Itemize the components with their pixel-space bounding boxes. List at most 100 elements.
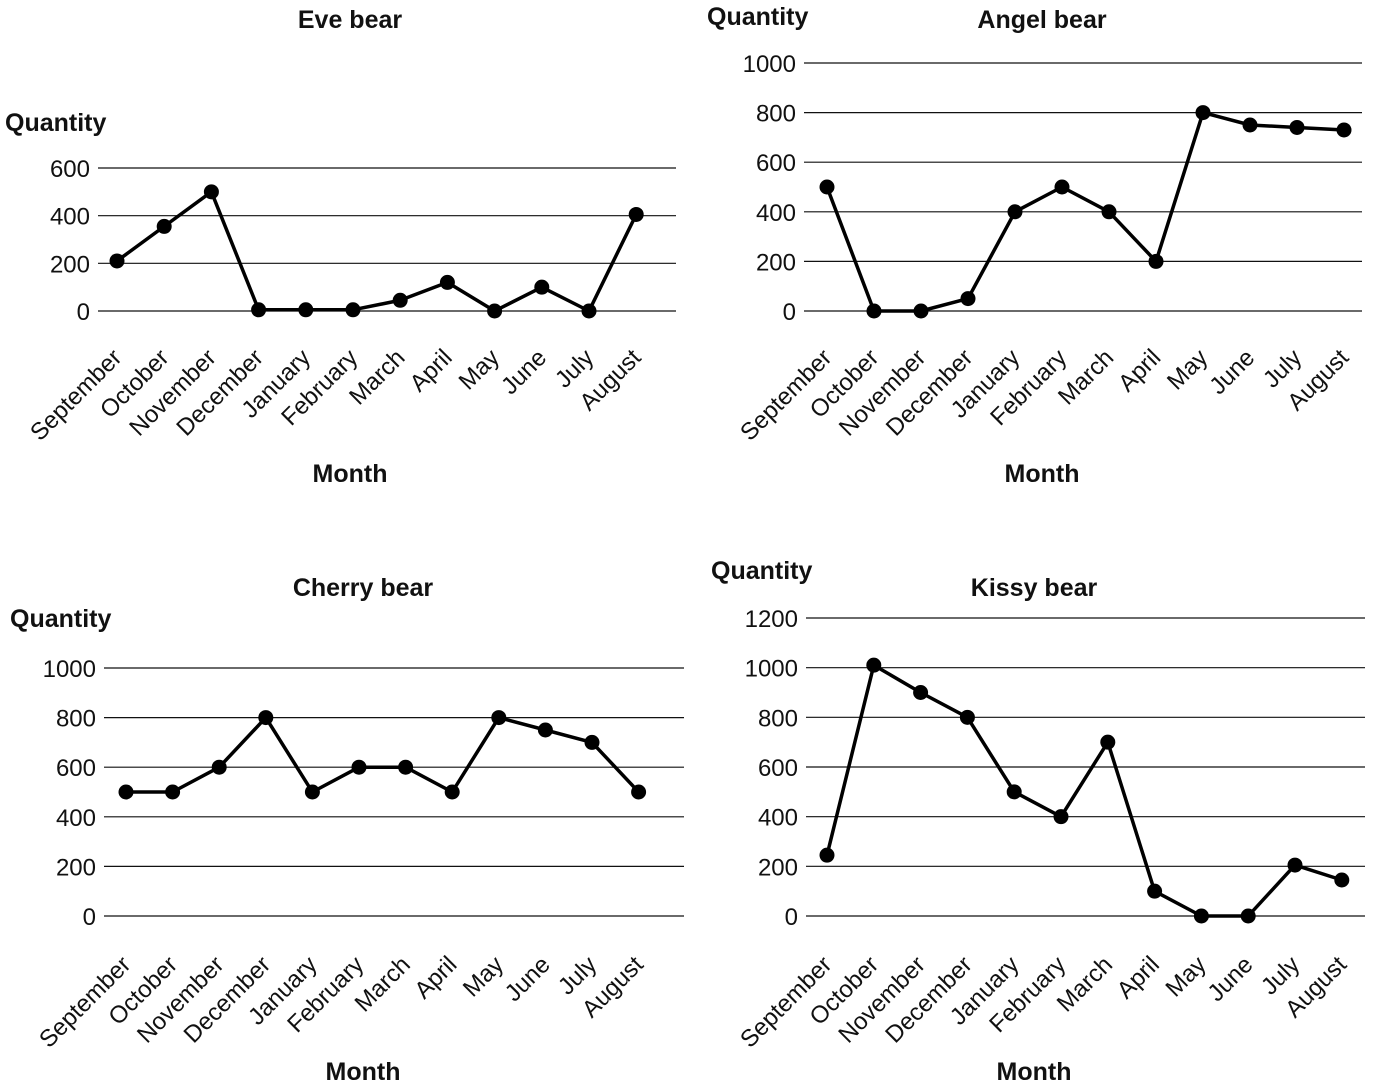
- y-tick-label: 1200: [745, 606, 798, 633]
- chart-1: Eve bearQuantityMonth0200400600September…: [5, 6, 676, 488]
- chart-3: Cherry bear Quantity Month 0 200 400 600 800 100…: [10, 574, 684, 1085]
- data-point: [487, 303, 503, 319]
- y-axis-title: Quantity: [5, 109, 106, 137]
- data-point: [1054, 179, 1070, 195]
- data-point: [165, 784, 181, 800]
- chart-title: Cherry bear: [293, 574, 434, 602]
- y-tick-label: 0: [83, 904, 96, 931]
- y-tick-label: 0: [77, 299, 90, 326]
- x-tick-label: June: [1203, 951, 1259, 1007]
- y-tick-label: 400: [50, 204, 90, 231]
- y-tick-label: 600: [56, 755, 96, 782]
- y-tick-label: 1000: [743, 51, 796, 78]
- data-point: [298, 302, 314, 318]
- chart-4: Kissy bear Quantity Month 0 200 400 600 800 1000…: [711, 557, 1365, 1085]
- data-point: [537, 722, 553, 738]
- x-axis-title: Month: [1005, 460, 1080, 488]
- y-tick-label: 200: [756, 249, 796, 276]
- y-tick-label: 200: [50, 251, 90, 278]
- y-axis-title: Quantity: [707, 3, 808, 31]
- x-tick-label: June: [500, 951, 556, 1007]
- y-tick-label: 800: [758, 705, 798, 732]
- y-tick-label: 400: [56, 805, 96, 832]
- data-point: [628, 206, 644, 222]
- data-point: [913, 303, 929, 319]
- y-tick-label: 800: [756, 101, 796, 128]
- y-tick-label: 1000: [745, 656, 798, 683]
- chart-title: Kissy bear: [971, 574, 1098, 602]
- data-point: [1100, 734, 1116, 750]
- y-tick-label: 600: [756, 150, 796, 177]
- y-tick-label: 400: [758, 805, 798, 832]
- data-point: [1148, 253, 1164, 269]
- data-point: [1193, 908, 1209, 924]
- series-line: [825, 663, 1343, 918]
- data-point: [156, 218, 172, 234]
- data-point: [118, 784, 134, 800]
- x-tick-label: April: [1113, 344, 1166, 397]
- data-point: [251, 302, 267, 318]
- x-tick-label: June: [1204, 344, 1260, 400]
- data-point: [960, 291, 976, 307]
- data-point: [534, 279, 550, 295]
- chart-2: Angel bear Quantity Month 0 200 400 600 800 1000…: [707, 3, 1362, 488]
- x-tick-label: May: [454, 344, 505, 395]
- y-axis-title: Quantity: [10, 605, 111, 633]
- x-axis-title: Month: [326, 1058, 401, 1085]
- x-tick-label: April: [1112, 951, 1165, 1004]
- data-point: [866, 657, 882, 673]
- x-tick-label: May: [458, 951, 509, 1002]
- x-tick-label: June: [496, 344, 552, 400]
- y-tick-label: 600: [50, 156, 90, 183]
- chart-title: Angel bear: [977, 6, 1106, 34]
- data-point: [1101, 204, 1117, 220]
- y-tick-label: 1000: [43, 656, 96, 683]
- y-tick-label: 200: [56, 854, 96, 881]
- data-point: [866, 303, 882, 319]
- x-tick-label: May: [1160, 951, 1211, 1002]
- chart-title: Eve bear: [298, 6, 403, 34]
- x-axis-title: Month: [997, 1058, 1072, 1085]
- data-point: [1289, 119, 1305, 135]
- data-point: [392, 292, 408, 308]
- data-point: [345, 302, 361, 318]
- data-point: [1287, 857, 1303, 873]
- data-point: [1240, 908, 1256, 924]
- data-point: [584, 734, 600, 750]
- data-point: [304, 784, 320, 800]
- y-axis-title: Quantity: [711, 557, 812, 585]
- data-point: [398, 759, 414, 775]
- data-point: [959, 709, 975, 725]
- series-line: [126, 715, 640, 794]
- data-point: [819, 847, 835, 863]
- data-point: [211, 759, 227, 775]
- data-point: [1053, 809, 1069, 825]
- data-point: [819, 179, 835, 195]
- data-point: [1006, 784, 1022, 800]
- y-tick-label: 0: [785, 904, 798, 931]
- data-point: [1334, 872, 1350, 888]
- series-line: [825, 110, 1345, 313]
- y-tick-label: 200: [758, 854, 798, 881]
- data-point: [491, 710, 507, 726]
- data-point: [1147, 883, 1163, 899]
- x-axis-title: Month: [313, 460, 388, 488]
- data-point: [203, 184, 219, 200]
- y-tick-label: 0: [783, 299, 796, 326]
- data-point: [1336, 122, 1352, 138]
- data-point: [581, 303, 597, 319]
- series-line: [115, 190, 638, 313]
- data-point: [913, 685, 929, 700]
- x-tick-label: April: [409, 951, 462, 1004]
- x-tick-label: April: [405, 344, 458, 397]
- data-point: [1242, 117, 1258, 133]
- x-tick-label: March: [344, 344, 410, 410]
- data-point: [1195, 105, 1211, 121]
- data-point: [631, 784, 647, 800]
- data-point: [444, 784, 460, 800]
- data-point: [351, 759, 367, 775]
- y-tick-label: 600: [758, 755, 798, 782]
- y-tick-label: 400: [756, 200, 796, 227]
- data-point: [258, 710, 274, 726]
